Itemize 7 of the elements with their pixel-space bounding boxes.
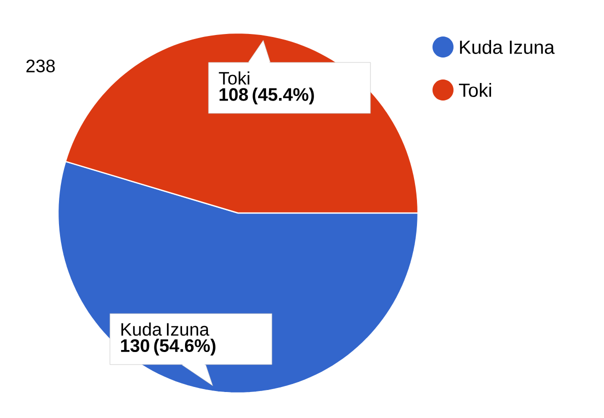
data-label: 108 (45.4%) [220, 88, 314, 104]
legend-label: Toki [458, 83, 492, 97]
slice-label: Toki [218, 71, 250, 85]
legend-label: Kuda Izuna [460, 40, 555, 54]
text: 238 [26, 60, 55, 72]
data-label: 130 (54.6%) [121, 338, 216, 356]
slice-label: Kuda Izuna [121, 322, 210, 336]
